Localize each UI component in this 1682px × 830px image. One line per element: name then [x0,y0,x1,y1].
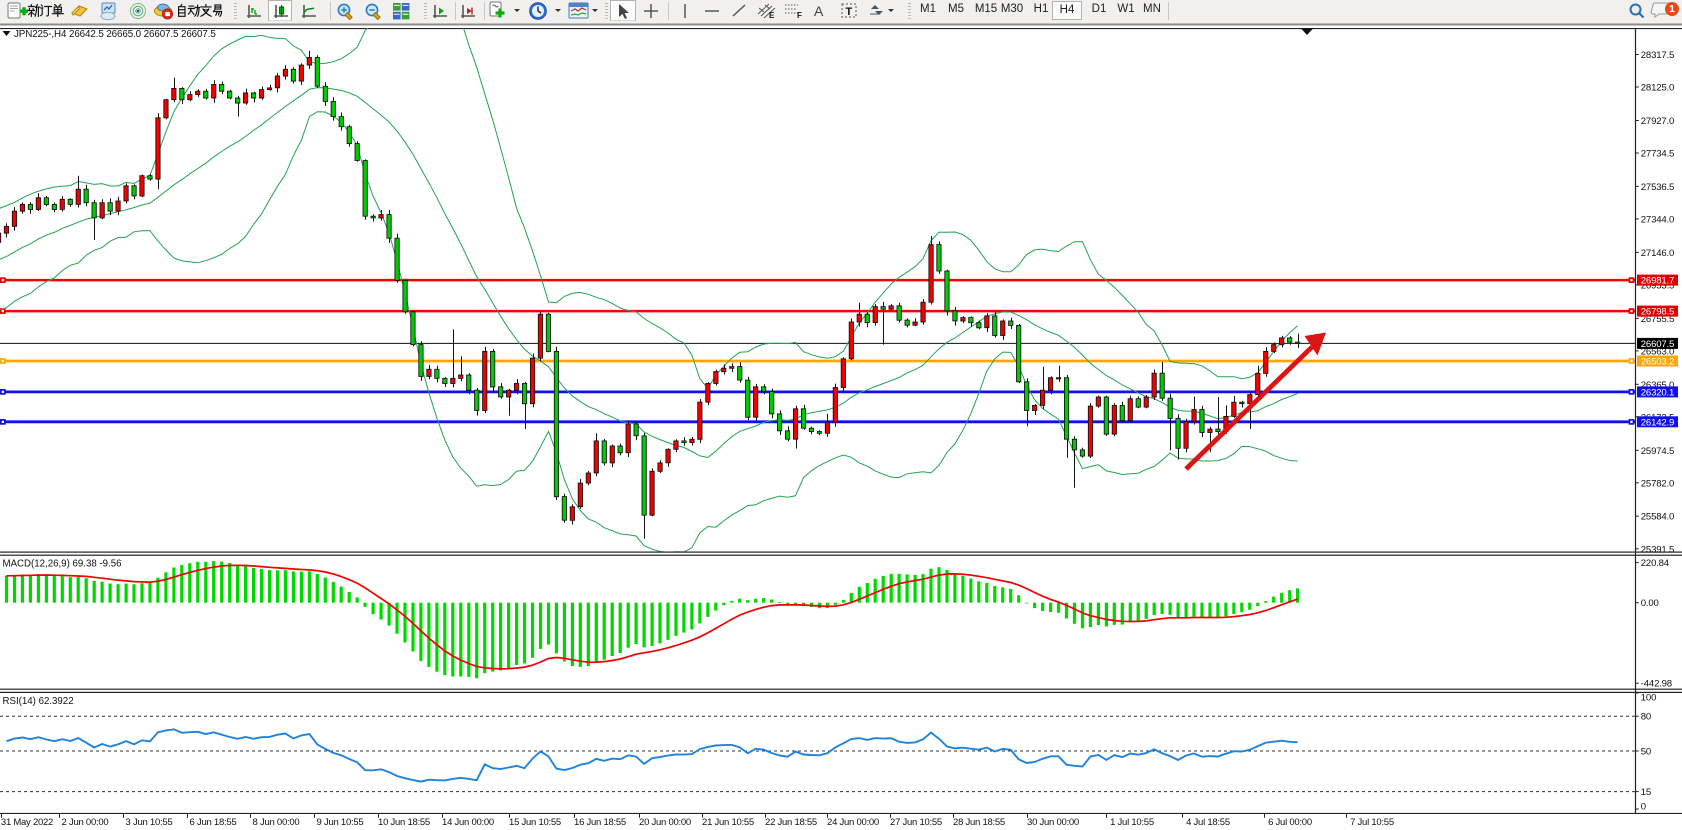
svg-text:27146.0: 27146.0 [1641,248,1674,259]
svg-text:25974.5: 25974.5 [1641,446,1674,457]
svg-text:1 Jul 10:55: 1 Jul 10:55 [1110,817,1154,828]
svg-text:25584.0: 25584.0 [1641,512,1674,523]
svg-text:27536.5: 27536.5 [1641,182,1674,193]
svg-text:25782.0: 25782.0 [1641,478,1674,489]
svg-text:JPN225-,H4 26642.5 26665.0 26: JPN225-,H4 26642.5 26665.0 26607.5 26607… [14,29,216,40]
svg-text:220.84: 220.84 [1641,558,1670,569]
svg-text:2 Jun 00:00: 2 Jun 00:00 [62,817,109,828]
svg-text:F: F [797,11,802,20]
svg-text:-442.98: -442.98 [1641,679,1672,690]
svg-text:28 Jun 18:55: 28 Jun 18:55 [953,817,1005,828]
svg-text:10 Jun 18:55: 10 Jun 18:55 [378,817,430,828]
svg-text:9 Jun 10:55: 9 Jun 10:55 [317,817,364,828]
svg-text:0: 0 [1641,802,1646,813]
svg-text:26607.5: 26607.5 [1641,339,1674,350]
svg-text:15 Jun 10:55: 15 Jun 10:55 [509,817,561,828]
svg-text:7 Jul 10:55: 7 Jul 10:55 [1350,817,1394,828]
svg-text:RSI(14) 62.3922: RSI(14) 62.3922 [3,696,74,707]
svg-text:22 Jun 18:55: 22 Jun 18:55 [765,817,817,828]
svg-text:26798.5: 26798.5 [1641,307,1674,318]
svg-text:26981.7: 26981.7 [1641,276,1674,287]
svg-text:28317.5: 28317.5 [1641,50,1674,61]
svg-text:27734.5: 27734.5 [1641,149,1674,160]
svg-text:27927.0: 27927.0 [1641,116,1674,127]
svg-text:27 Jun 10:55: 27 Jun 10:55 [890,817,942,828]
svg-text:26365.0: 26365.0 [1641,380,1674,391]
svg-text:26320.1: 26320.1 [1641,387,1674,398]
svg-text:80: 80 [1641,712,1651,723]
svg-text:T: T [846,6,853,18]
svg-text:27344.0: 27344.0 [1641,214,1674,225]
svg-text:16 Jun 18:55: 16 Jun 18:55 [574,817,626,828]
svg-text:8 Jun 00:00: 8 Jun 00:00 [253,817,300,828]
svg-text:28125.0: 28125.0 [1641,83,1674,94]
svg-text:E: E [769,11,775,20]
svg-text:6 Jun 18:55: 6 Jun 18:55 [190,817,237,828]
svg-text:26755.5: 26755.5 [1641,314,1674,325]
svg-text:21 Jun 10:55: 21 Jun 10:55 [702,817,754,828]
svg-text:30 Jun 00:00: 30 Jun 00:00 [1027,817,1079,828]
svg-text:25391.5: 25391.5 [1641,544,1674,555]
svg-text:31 May 2022: 31 May 2022 [1,817,53,828]
svg-text:MACD(12,26,9) 69.38 -9.56: MACD(12,26,9) 69.38 -9.56 [3,559,122,570]
svg-text:26563.0: 26563.0 [1641,346,1674,357]
svg-text:6 Jul 00:00: 6 Jul 00:00 [1268,817,1312,828]
svg-text:26503.2: 26503.2 [1641,357,1674,368]
svg-text:14 Jun 00:00: 14 Jun 00:00 [442,817,494,828]
svg-text:4 Jul 18:55: 4 Jul 18:55 [1186,817,1230,828]
svg-text:100: 100 [1641,693,1656,704]
svg-text:15: 15 [1641,787,1651,798]
svg-text:24 Jun 00:00: 24 Jun 00:00 [827,817,879,828]
svg-text:26953.5: 26953.5 [1641,280,1674,291]
svg-text:20 Jun 00:00: 20 Jun 00:00 [639,817,691,828]
svg-text:26142.9: 26142.9 [1641,417,1674,428]
svg-text:3 Jun 10:55: 3 Jun 10:55 [126,817,173,828]
svg-text:50: 50 [1641,747,1651,758]
svg-text:0.00: 0.00 [1641,598,1659,609]
